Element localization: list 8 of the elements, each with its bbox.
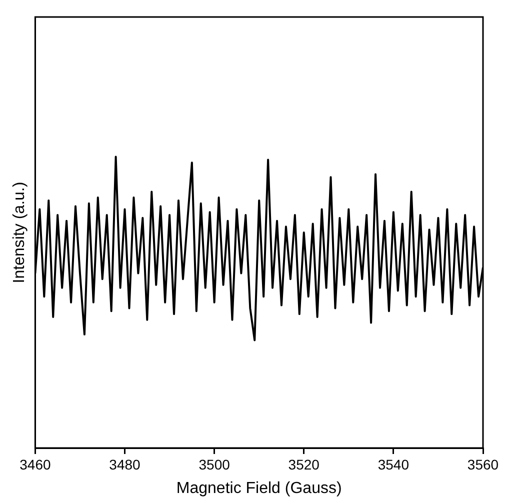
x-tick-label: 3560 bbox=[467, 456, 499, 472]
x-tick-label: 3540 bbox=[378, 456, 410, 472]
x-tick-label: 3500 bbox=[198, 456, 230, 472]
x-tick-label: 3520 bbox=[288, 456, 320, 472]
x-tick-label: 3460 bbox=[20, 456, 51, 472]
x-tick-label: 3480 bbox=[109, 456, 141, 472]
x-axis-title: Magnetic Field (Gauss) bbox=[176, 480, 342, 497]
y-axis-title: Intensity (a.u.) bbox=[11, 182, 28, 284]
